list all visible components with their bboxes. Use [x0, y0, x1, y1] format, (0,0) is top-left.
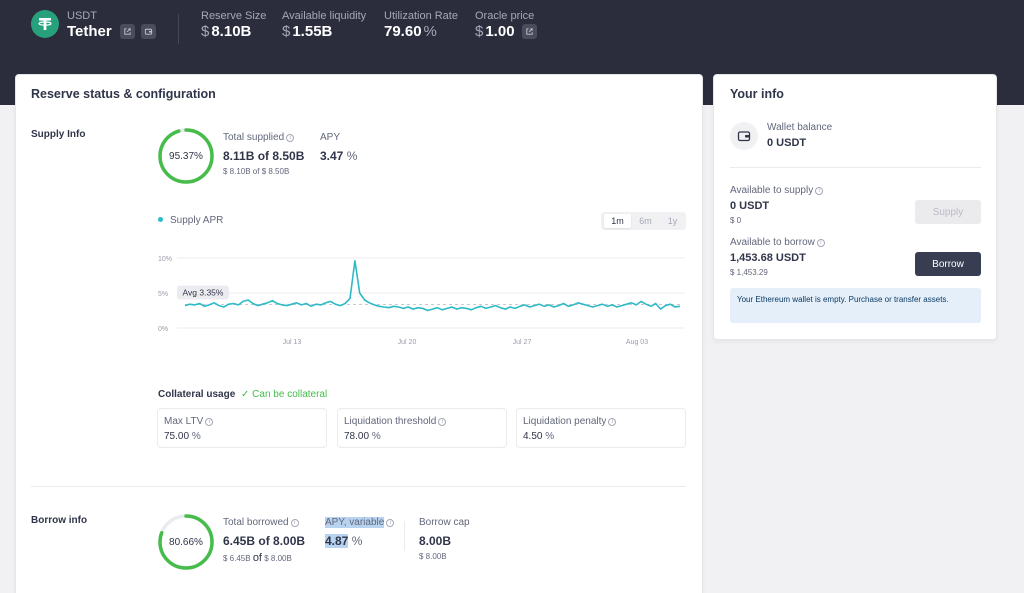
available-to-supply-value: 0 USDT — [730, 200, 770, 212]
borrow-apy-value: 4.87 % — [325, 534, 363, 548]
your-info-title: Your info — [730, 87, 784, 101]
total-borrowed-label: Total borrowed i — [223, 517, 299, 528]
info-icon[interactable]: i — [815, 187, 824, 195]
available-to-borrow-usd: $ 1,453.29 — [730, 268, 768, 277]
liquidation-penalty-label: Liquidation penalty i — [523, 416, 617, 427]
borrow-cap-usd: $ 8.00B — [419, 552, 447, 561]
borrow-apy-label: APY, variable i — [325, 517, 395, 528]
liquidation-threshold-label: Liquidation threshold i — [344, 416, 447, 427]
chart-x-tick-label: Jul 20 — [398, 339, 417, 346]
max-ltv-box — [157, 408, 327, 448]
external-link-icon[interactable] — [120, 24, 135, 39]
liquidation-threshold-box — [337, 408, 507, 448]
borrow-ring-percent: 80.66% — [169, 536, 203, 548]
max-ltv-value: 75.00 % — [164, 431, 201, 442]
header-divider — [178, 14, 179, 44]
reserve-size-value: $8.10B — [201, 23, 252, 40]
supply-info-label: Supply Info — [31, 129, 86, 140]
supply-ring: 95.37% — [157, 127, 215, 185]
supply-ring-percent: 95.37% — [169, 150, 203, 162]
borrow-divider — [404, 521, 405, 551]
tab-1m[interactable]: 1m — [604, 214, 631, 228]
total-borrowed-usd: $ 6.45B of $ 8.00B — [223, 552, 292, 564]
chart-x-tick-label: Jul 27 — [513, 339, 532, 346]
oracle-price-label: Oracle price — [475, 10, 535, 22]
oracle-link-icon[interactable] — [522, 24, 537, 39]
total-supplied-label: Total supplied i — [223, 132, 295, 143]
utilization-rate-value: 79.60% — [384, 23, 437, 40]
max-ltv-label: Max LTV i — [164, 416, 214, 427]
total-supplied-usd: $ 8.10B of $ 8.50B — [223, 167, 290, 176]
chart-y-tick-label: 0% — [158, 326, 168, 333]
chart-series-line — [184, 260, 681, 312]
wallet-balance-label: Wallet balance — [767, 122, 833, 133]
info-icon[interactable]: i — [608, 418, 617, 426]
available-to-supply-usd: $ 0 — [730, 216, 742, 225]
liquidation-penalty-box — [516, 408, 686, 448]
reserve-status-title: Reserve status & configuration — [31, 87, 216, 101]
borrow-ring: 80.66% — [157, 513, 215, 571]
liquidation-threshold-value: 78.00 % — [344, 431, 381, 442]
chart-average-label: Avg 3.35% — [183, 288, 224, 298]
reserve-status-card — [15, 74, 703, 593]
available-to-borrow-label: Available to borrow i — [730, 237, 825, 248]
tab-1y[interactable]: 1y — [667, 216, 678, 226]
asset-symbol: USDT — [67, 10, 97, 22]
tether-logo-icon — [31, 10, 59, 38]
borrow-button[interactable]: Borrow — [915, 252, 981, 276]
chart-range-tabs: 1m 6m 1y — [601, 212, 686, 230]
empty-wallet-notice: Your Ethereum wallet is empty. Purchase … — [730, 288, 981, 323]
wallet-add-icon[interactable] — [141, 24, 156, 39]
utilization-rate-label: Utilization Rate — [384, 10, 458, 22]
collateral-usage-label: Collateral usage — [158, 389, 236, 400]
info-icon[interactable]: i — [816, 239, 825, 247]
info-icon[interactable]: i — [205, 418, 214, 426]
total-borrowed-value: 6.45B of 8.00B — [223, 534, 306, 548]
oracle-price-value: $1.00 — [475, 23, 515, 40]
tab-6m[interactable]: 6m — [639, 216, 652, 226]
supply-button[interactable]: Supply — [915, 200, 981, 224]
chart-y-tick-label: 10% — [158, 256, 172, 263]
info-icon[interactable]: i — [386, 519, 395, 527]
section-divider — [31, 486, 686, 487]
check-icon: ✓ — [241, 389, 250, 400]
chart-legend: Supply APR — [158, 215, 223, 226]
supply-apy-value: 3.47 % — [320, 149, 358, 163]
asset-name: Tether — [67, 23, 112, 40]
info-icon[interactable]: i — [290, 519, 299, 527]
reserve-size-label: Reserve Size — [201, 10, 267, 22]
borrow-cap-value: 8.00B — [419, 534, 452, 548]
supply-apr-chart: 10% 5% 0% Jul 13 Jul 20 Jul 27 Aug 03 Avg 3.35% — [158, 256, 685, 346]
chart-y-tick-label: 5% — [158, 291, 168, 298]
liquidation-penalty-value: 4.50 % — [523, 431, 555, 442]
wallet-icon — [730, 122, 758, 150]
collateral-status: ✓ Can be collateral — [241, 389, 328, 400]
available-to-borrow-value: 1,453.68 USDT — [730, 252, 806, 264]
available-liquidity-label: Available liquidity — [282, 10, 367, 22]
borrow-info-label: Borrow info — [31, 515, 88, 526]
chart-average-badge — [177, 285, 229, 300]
chart-x-tick-label: Jul 13 — [283, 339, 302, 346]
borrow-cap-label: Borrow cap — [419, 517, 470, 528]
available-liquidity-value: $1.55B — [282, 23, 333, 40]
info-icon[interactable]: i — [286, 134, 295, 142]
chart-x-tick-label: Aug 03 — [626, 339, 648, 346]
your-info-divider — [730, 167, 981, 168]
legend-dot-icon — [158, 217, 163, 222]
supply-apy-label: APY — [320, 132, 341, 143]
total-supplied-value: 8.11B of 8.50B — [223, 149, 305, 163]
info-icon[interactable]: i — [438, 418, 447, 426]
wallet-balance-value: 0 USDT — [767, 137, 807, 149]
available-to-supply-label: Available to supply i — [730, 185, 824, 196]
